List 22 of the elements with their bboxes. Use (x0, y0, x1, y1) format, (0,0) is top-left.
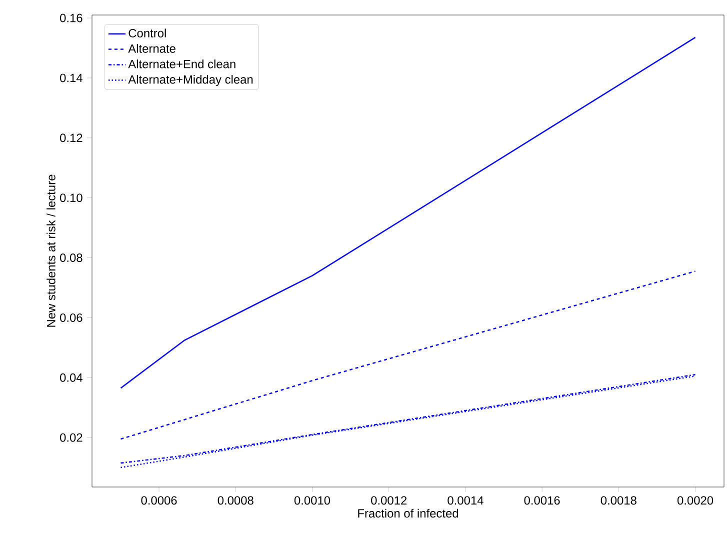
y-tick-label: 0.08 (60, 254, 82, 262)
x-tick-label: 0.0012 (371, 496, 407, 505)
legend-label: Alternate (128, 44, 176, 53)
y-tick-label: 0.02 (60, 433, 82, 442)
y-tick-label: 0.12 (60, 134, 82, 142)
y-tick-label: 0.04 (60, 373, 82, 382)
legend-label: Control (128, 28, 166, 38)
x-axis-title: Fraction of infected (358, 508, 458, 518)
x-tick-label: 0.0018 (600, 496, 636, 505)
y-tick-label: 0.14 (60, 74, 82, 82)
y-tick-label: 0.06 (60, 313, 82, 322)
x-tick-label: 0.0010 (294, 496, 330, 505)
y-tick-label: 0.16 (60, 14, 82, 22)
x-tick-label: 0.0008 (218, 496, 254, 505)
x-tick-label: 0.0006 (141, 496, 177, 505)
y-tick-label: 0.10 (60, 194, 82, 202)
x-tick-label: 0.0020 (677, 496, 714, 505)
legend-label: Alternate+Midday clean (128, 74, 253, 86)
legend-label: Alternate+End clean (128, 60, 236, 68)
y-axis-title: New students at risk / lecture (46, 174, 56, 327)
x-tick-label: 0.0016 (524, 496, 560, 505)
x-tick-label: 0.0014 (448, 496, 484, 505)
